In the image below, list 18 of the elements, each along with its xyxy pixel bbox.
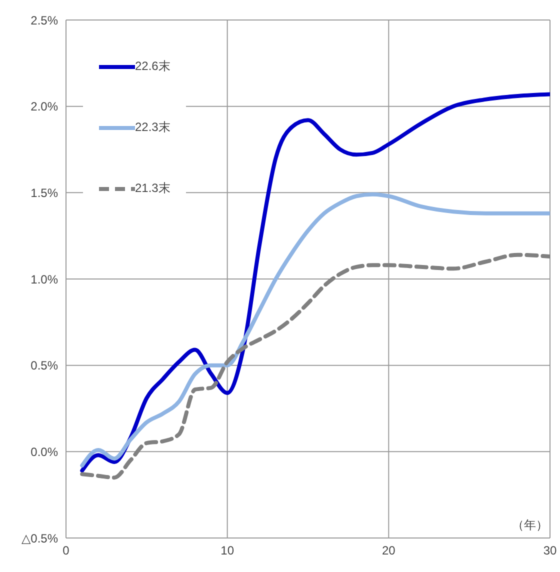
line-series (80, 92, 550, 473)
y-tick-label: 1.0% (30, 272, 58, 286)
line-series (80, 252, 550, 480)
x-tick-label: 0 (62, 544, 70, 558)
y-tick-label: 2.0% (30, 100, 58, 114)
x-tick-label: 30 (543, 544, 557, 558)
legend-label: 21.3末 (135, 180, 170, 197)
line-series (80, 192, 550, 468)
x-tick-label: 10 (220, 544, 234, 558)
y-tick-label: 0.0% (30, 444, 58, 459)
y-tick-label: △0.5% (22, 531, 58, 546)
y-tick-label: 1.5% (30, 186, 58, 200)
legend-label: 22.3末 (135, 119, 170, 136)
x-axis-title: （年） (512, 517, 548, 534)
y-tick-label: 0.5% (30, 358, 58, 373)
legend-label: 22.6末 (135, 58, 170, 75)
y-tick-label: 2.5% (30, 13, 58, 28)
x-tick-label: 20 (382, 544, 396, 558)
